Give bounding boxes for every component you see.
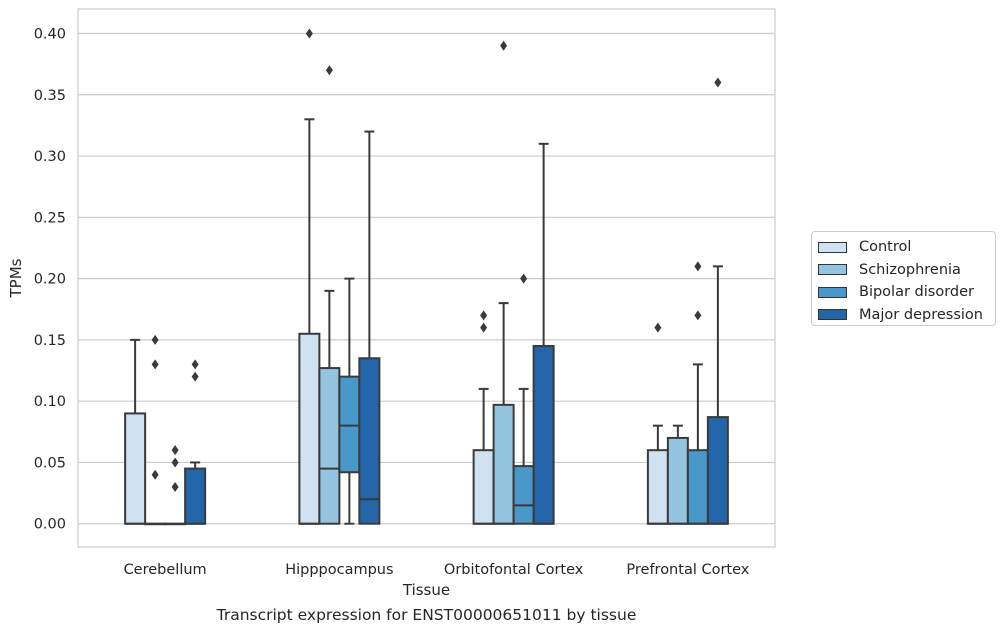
box-bipolar-disorder — [338, 277, 361, 525]
box-major-depression — [532, 142, 555, 525]
legend-label: Control — [859, 239, 912, 256]
x-axis-label: Tissue — [402, 581, 450, 599]
outlier-point — [305, 28, 313, 39]
box-body — [666, 436, 689, 525]
outlier-point — [694, 261, 702, 272]
legend-swatch — [818, 286, 847, 298]
outlier-point — [325, 65, 333, 76]
box-schizophrenia — [492, 40, 515, 525]
x-tick-label: Cerebellum — [124, 562, 207, 578]
y-tick-label: 0.25 — [34, 210, 66, 226]
outlier-point — [654, 322, 662, 333]
outlier-point — [694, 310, 702, 321]
x-tick-label: Prefrontal Cortex — [626, 562, 749, 578]
outlier-point — [191, 371, 199, 382]
box-body — [512, 465, 535, 525]
boxes-layer — [124, 28, 729, 526]
outlier-point — [171, 481, 179, 492]
box-schizophrenia — [666, 424, 689, 525]
outlier-point — [151, 359, 159, 370]
box-major-depression — [706, 77, 729, 525]
outlier-point — [480, 310, 488, 321]
box-bipolar-disorder — [686, 261, 709, 525]
outlier-point — [714, 77, 722, 88]
box-bipolar-disorder — [164, 445, 187, 526]
box-body — [318, 367, 341, 525]
y-tick-label: 0.20 — [34, 272, 66, 288]
y-tick-label: 0.35 — [34, 88, 66, 104]
box-control — [298, 28, 321, 525]
box-body — [532, 345, 555, 525]
box-body — [492, 403, 515, 525]
y-tick-label: 0.15 — [34, 333, 66, 349]
box-body — [646, 449, 669, 525]
legend-item: Schizophrenia — [818, 259, 995, 282]
box-bipolar-disorder — [512, 273, 535, 525]
outlier-point — [151, 469, 159, 480]
y-axis-label: TPMs — [7, 258, 25, 298]
outlier-point — [500, 40, 508, 51]
legend: Control Schizophrenia Bipolar disorder Majo… — [811, 231, 996, 326]
y-tick-label: 0.30 — [34, 149, 66, 165]
box-body — [706, 416, 729, 525]
y-tick-label: 0.00 — [34, 517, 66, 533]
box-control — [124, 338, 147, 525]
box-body — [472, 449, 495, 525]
box-body — [298, 332, 321, 525]
outlier-point — [151, 334, 159, 345]
box-major-depression — [358, 130, 381, 525]
box-body — [686, 449, 709, 525]
chart-caption: Transcript expression for ENST0000065101… — [216, 606, 637, 624]
box-major-depression — [184, 359, 207, 525]
y-axis-ticks: 0.00 0.05 0.10 0.15 0.20 0.25 0.30 0.35 0.40 — [34, 27, 66, 533]
outlier-point — [520, 273, 528, 284]
legend-swatch — [818, 309, 847, 321]
outlier-point — [171, 457, 179, 468]
outlier-point — [191, 359, 199, 370]
y-tick-label: 0.05 — [34, 455, 66, 471]
legend-swatch — [818, 241, 847, 253]
box-body — [184, 467, 207, 525]
y-tick-label: 0.10 — [34, 394, 66, 410]
box-control — [646, 322, 669, 525]
legend-label: Schizophrenia — [859, 261, 961, 278]
legend-item: Major depression — [818, 304, 995, 327]
box-body — [358, 357, 381, 525]
legend-label: Bipolar disorder — [859, 284, 974, 301]
legend-swatch — [818, 264, 847, 276]
plot-frame — [77, 8, 776, 548]
box-body — [124, 412, 147, 525]
x-axis-ticks: Cerebellum Hipppocampus Orbitofontal Corte… — [124, 562, 750, 578]
legend-label: Major depression — [859, 306, 983, 323]
box-schizophrenia — [318, 65, 341, 525]
outlier-point — [480, 322, 488, 333]
legend-item: Bipolar disorder — [818, 281, 995, 304]
outlier-point — [171, 445, 179, 456]
box-body — [338, 375, 361, 474]
y-tick-label: 0.40 — [34, 27, 66, 43]
x-tick-label: Hipppocampus — [285, 562, 393, 578]
box-schizophrenia — [144, 334, 167, 526]
x-tick-label: Orbitofontal Cortex — [444, 562, 584, 578]
box-control — [472, 310, 495, 525]
legend-item: Control — [818, 236, 995, 259]
